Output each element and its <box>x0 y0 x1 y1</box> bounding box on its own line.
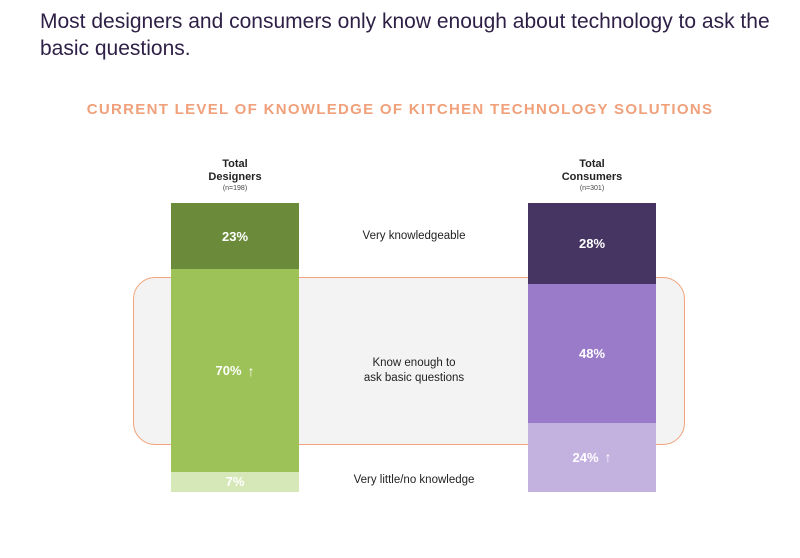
bar-segment: 70% ↑ <box>171 269 299 472</box>
data-label: 28% <box>578 235 606 251</box>
sample-size-label: (n=198) <box>222 185 248 192</box>
bar-segment: 48% <box>528 283 656 423</box>
bar-segment: 24% ↑ <box>528 422 656 492</box>
sample-size-label: (n=301) <box>579 185 605 192</box>
category-label: Very little/no knowledge <box>353 473 475 486</box>
headline: Most designers and consumers only know e… <box>40 10 770 60</box>
bar-segment: 28% <box>528 203 656 284</box>
data-label: 23% <box>221 228 249 244</box>
column-header-0: Total Designers (n=198) <box>165 158 305 193</box>
chart-title: CURRENT LEVEL OF KNOWLEDGE OF KITCHEN TE… <box>86 101 714 118</box>
up-arrow-icon: ↑ <box>247 362 255 379</box>
bar-segment: 7% <box>171 471 299 492</box>
category-label: Know enough to ask basic questions <box>363 356 465 384</box>
column-header-1: Total Consumers (n=301) <box>522 158 662 193</box>
data-label: 70% <box>215 363 242 379</box>
data-label: 7% <box>225 474 245 490</box>
data-label: 24% <box>572 449 599 465</box>
bar-segment: 23% <box>171 203 299 270</box>
category-label: Very knowledgeable <box>362 229 466 242</box>
data-label: 48% <box>578 345 606 361</box>
up-arrow-icon: ↑ <box>604 449 612 466</box>
